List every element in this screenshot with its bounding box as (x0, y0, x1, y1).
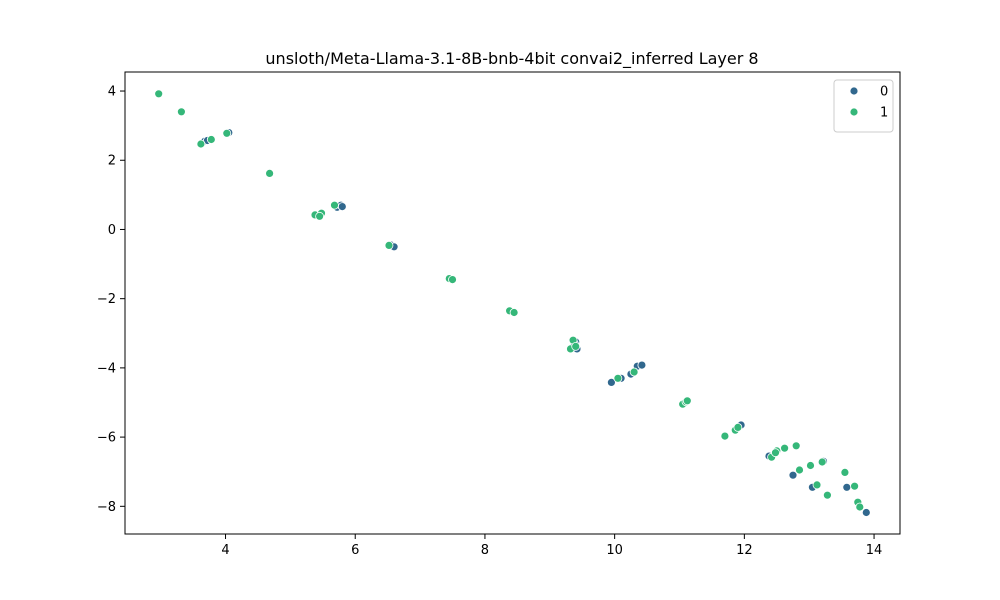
plot-frame (124, 71, 901, 535)
legend-box (833, 79, 894, 133)
chart-title: unsloth/Meta-Llama-3.1-8B-bnb-4bit conva… (265, 49, 758, 69)
data-point-series-0 (861, 508, 871, 517)
data-point-series-1 (196, 139, 206, 149)
data-point-series-1 (509, 308, 519, 317)
data-point-series-0 (337, 202, 347, 212)
data-point-series-1 (720, 431, 730, 441)
data-point-series-0 (788, 470, 798, 480)
data-point-series-1 (840, 467, 850, 477)
data-point-series-1 (855, 502, 865, 512)
data-point-series-1 (330, 200, 339, 210)
data-point-series-1 (613, 373, 623, 383)
legend: 01 (833, 79, 894, 133)
x-tick-label: 4 (221, 543, 229, 558)
data-point-series-1 (682, 396, 692, 406)
x-tick-label: 8 (481, 543, 489, 558)
data-point-series-1 (448, 275, 457, 285)
data-point-series-1 (176, 107, 186, 117)
data-point-series-1 (806, 461, 815, 470)
data-point-series-1 (629, 367, 639, 377)
data-point-series-1 (850, 481, 859, 491)
data-point-series-1 (315, 211, 325, 221)
legend-label-0: 0 (880, 85, 888, 100)
data-point-series-1 (571, 341, 581, 351)
data-point-series-1 (795, 465, 804, 475)
data-point-series-1 (222, 128, 232, 138)
y-tick-label: 2 (108, 154, 116, 169)
data-point-series-1 (817, 457, 827, 467)
axis-ticks: 4 6 8 10 12 14 −8 −6 −4 −2 0 2 4 (97, 85, 883, 558)
y-tick-label: −4 (97, 361, 116, 376)
data-point-series-1 (791, 441, 801, 451)
data-point-series-1 (154, 89, 164, 99)
data-point-series-1 (780, 443, 789, 453)
y-tick-label: −6 (97, 431, 116, 446)
legend-label-1: 1 (880, 106, 888, 121)
y-tick-label: 4 (108, 85, 116, 100)
x-tick-label: 14 (866, 543, 883, 558)
y-tick-label: −2 (97, 292, 116, 307)
data-point-series-0 (637, 360, 647, 370)
data-point-series-1 (384, 240, 394, 250)
x-tick-label: 6 (351, 543, 359, 558)
x-tick-label: 12 (736, 543, 753, 558)
data-point-series-1 (771, 448, 780, 458)
y-tick-label: 0 (108, 223, 116, 238)
data-point-series-1 (206, 135, 216, 144)
data-point-series-1 (823, 490, 832, 500)
y-tick-label: −8 (97, 500, 116, 515)
data-point-series-1 (812, 480, 822, 490)
data-point-series-1 (265, 168, 275, 178)
x-tick-label: 10 (606, 543, 623, 558)
data-point-series-0 (607, 377, 616, 387)
data-point-series-1 (733, 422, 743, 432)
data-point-series-0 (842, 482, 852, 492)
legend-marker-1 (849, 107, 859, 117)
legend-marker-0 (849, 86, 859, 96)
points-layer (154, 89, 871, 517)
